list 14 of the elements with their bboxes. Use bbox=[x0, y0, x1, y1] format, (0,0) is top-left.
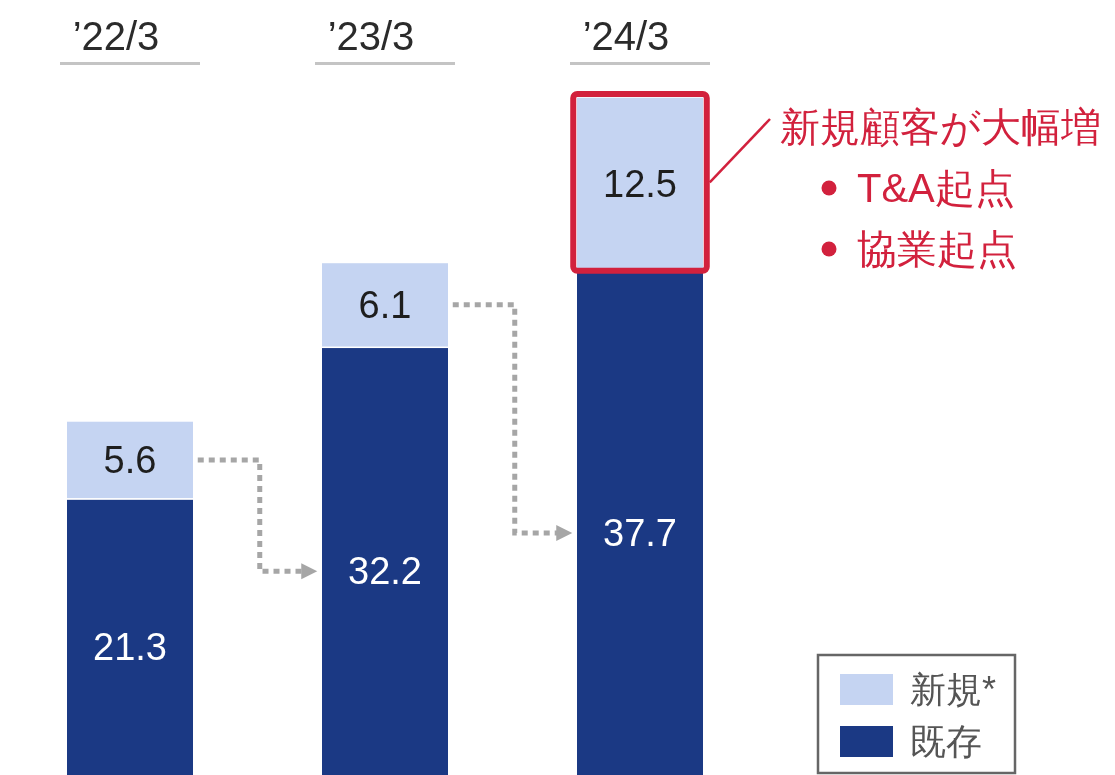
data-label: 21.3 bbox=[93, 626, 167, 669]
data-label: 37.7 bbox=[603, 512, 677, 555]
text: 新規顧客が大幅増 bbox=[780, 105, 1101, 149]
x-tick-label: ’24/3 bbox=[582, 14, 670, 58]
text: 協業起点 bbox=[857, 227, 1017, 271]
data-label: 32.2 bbox=[348, 550, 422, 593]
data-label: 5.6 bbox=[103, 439, 157, 482]
legend-label: 既存 bbox=[910, 721, 982, 762]
text: T&A起点 bbox=[857, 166, 1015, 210]
data-label: 6.1 bbox=[358, 284, 412, 327]
x-tick-label: ’22/3 bbox=[72, 14, 160, 58]
legend-label: 新規* bbox=[910, 669, 997, 710]
data-label: 12.5 bbox=[603, 163, 677, 206]
x-tick-label: ’23/3 bbox=[327, 14, 415, 58]
